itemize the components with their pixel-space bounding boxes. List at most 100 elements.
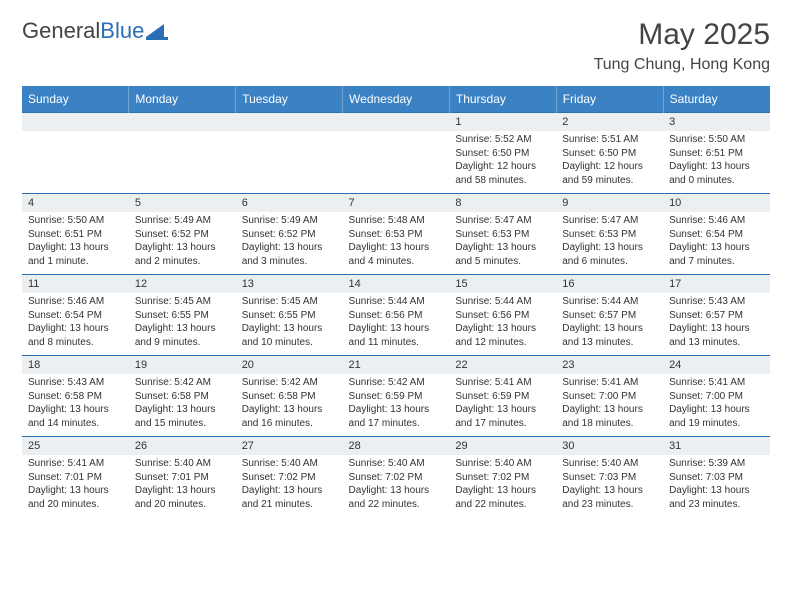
sunset-text: Sunset: 7:01 PM xyxy=(135,471,230,485)
day-detail: Sunrise: 5:42 AMSunset: 6:58 PMDaylight:… xyxy=(236,376,343,430)
daylight-text: Daylight: 13 hours and 22 minutes. xyxy=(455,484,550,511)
day-detail: Sunrise: 5:42 AMSunset: 6:59 PMDaylight:… xyxy=(343,376,450,430)
day-number xyxy=(22,113,129,131)
daylight-text: Daylight: 13 hours and 3 minutes. xyxy=(242,241,337,268)
header: GeneralBlue May 2025 Tung Chung, Hong Ko… xyxy=(22,18,770,74)
day-header: Tuesday xyxy=(236,86,343,113)
sunrise-text: Sunrise: 5:40 AM xyxy=(455,457,550,471)
day-header: Saturday xyxy=(663,86,770,113)
calendar-cell: 4Sunrise: 5:50 AMSunset: 6:51 PMDaylight… xyxy=(22,194,129,275)
day-detail: Sunrise: 5:45 AMSunset: 6:55 PMDaylight:… xyxy=(236,295,343,349)
sunrise-text: Sunrise: 5:43 AM xyxy=(28,376,123,390)
calendar-cell: 9Sunrise: 5:47 AMSunset: 6:53 PMDaylight… xyxy=(556,194,663,275)
calendar-cell xyxy=(129,113,236,194)
daylight-text: Daylight: 12 hours and 58 minutes. xyxy=(455,160,550,187)
day-number: 13 xyxy=(236,275,343,293)
daylight-text: Daylight: 13 hours and 13 minutes. xyxy=(669,322,764,349)
day-header: Thursday xyxy=(449,86,556,113)
sunset-text: Sunset: 6:51 PM xyxy=(669,147,764,161)
day-detail: Sunrise: 5:42 AMSunset: 6:58 PMDaylight:… xyxy=(129,376,236,430)
daylight-text: Daylight: 13 hours and 5 minutes. xyxy=(455,241,550,268)
daylight-text: Daylight: 13 hours and 14 minutes. xyxy=(28,403,123,430)
calendar-cell: 8Sunrise: 5:47 AMSunset: 6:53 PMDaylight… xyxy=(449,194,556,275)
day-number xyxy=(343,113,450,131)
month-title: May 2025 xyxy=(594,18,770,52)
sunset-text: Sunset: 6:58 PM xyxy=(135,390,230,404)
sunset-text: Sunset: 7:03 PM xyxy=(562,471,657,485)
calendar-table: SundayMondayTuesdayWednesdayThursdayFrid… xyxy=(22,86,770,517)
daylight-text: Daylight: 13 hours and 20 minutes. xyxy=(135,484,230,511)
calendar-cell: 1Sunrise: 5:52 AMSunset: 6:50 PMDaylight… xyxy=(449,113,556,194)
day-detail: Sunrise: 5:51 AMSunset: 6:50 PMDaylight:… xyxy=(556,133,663,187)
sunrise-text: Sunrise: 5:42 AM xyxy=(242,376,337,390)
calendar-cell: 20Sunrise: 5:42 AMSunset: 6:58 PMDayligh… xyxy=(236,356,343,437)
daylight-text: Daylight: 13 hours and 23 minutes. xyxy=(562,484,657,511)
day-number: 16 xyxy=(556,275,663,293)
sunrise-text: Sunrise: 5:45 AM xyxy=(135,295,230,309)
brand-part1: General xyxy=(22,18,100,44)
day-header: Sunday xyxy=(22,86,129,113)
day-number: 7 xyxy=(343,194,450,212)
day-number: 17 xyxy=(663,275,770,293)
sunrise-text: Sunrise: 5:48 AM xyxy=(349,214,444,228)
day-number: 8 xyxy=(449,194,556,212)
sunrise-text: Sunrise: 5:40 AM xyxy=(562,457,657,471)
daylight-text: Daylight: 13 hours and 13 minutes. xyxy=(562,322,657,349)
sunrise-text: Sunrise: 5:46 AM xyxy=(669,214,764,228)
sunrise-text: Sunrise: 5:49 AM xyxy=(135,214,230,228)
day-detail: Sunrise: 5:41 AMSunset: 7:00 PMDaylight:… xyxy=(663,376,770,430)
day-number xyxy=(129,113,236,131)
location: Tung Chung, Hong Kong xyxy=(594,56,770,74)
calendar-week: 11Sunrise: 5:46 AMSunset: 6:54 PMDayligh… xyxy=(22,275,770,356)
sunset-text: Sunset: 6:58 PM xyxy=(28,390,123,404)
sunrise-text: Sunrise: 5:47 AM xyxy=(455,214,550,228)
sunrise-text: Sunrise: 5:39 AM xyxy=(669,457,764,471)
day-number xyxy=(236,113,343,131)
sunrise-text: Sunrise: 5:41 AM xyxy=(455,376,550,390)
day-detail: Sunrise: 5:52 AMSunset: 6:50 PMDaylight:… xyxy=(449,133,556,187)
daylight-text: Daylight: 13 hours and 10 minutes. xyxy=(242,322,337,349)
calendar-cell: 29Sunrise: 5:40 AMSunset: 7:02 PMDayligh… xyxy=(449,437,556,518)
sunrise-text: Sunrise: 5:42 AM xyxy=(349,376,444,390)
day-number: 18 xyxy=(22,356,129,374)
calendar-week: 4Sunrise: 5:50 AMSunset: 6:51 PMDaylight… xyxy=(22,194,770,275)
sunrise-text: Sunrise: 5:46 AM xyxy=(28,295,123,309)
day-detail: Sunrise: 5:40 AMSunset: 7:03 PMDaylight:… xyxy=(556,457,663,511)
sunset-text: Sunset: 7:03 PM xyxy=(669,471,764,485)
day-number: 15 xyxy=(449,275,556,293)
day-header: Monday xyxy=(129,86,236,113)
daylight-text: Daylight: 12 hours and 59 minutes. xyxy=(562,160,657,187)
sunrise-text: Sunrise: 5:44 AM xyxy=(562,295,657,309)
day-detail: Sunrise: 5:50 AMSunset: 6:51 PMDaylight:… xyxy=(663,133,770,187)
day-number: 2 xyxy=(556,113,663,131)
calendar-cell: 6Sunrise: 5:49 AMSunset: 6:52 PMDaylight… xyxy=(236,194,343,275)
sunset-text: Sunset: 6:56 PM xyxy=(349,309,444,323)
sunrise-text: Sunrise: 5:41 AM xyxy=(562,376,657,390)
sunset-text: Sunset: 6:59 PM xyxy=(349,390,444,404)
daylight-text: Daylight: 13 hours and 2 minutes. xyxy=(135,241,230,268)
calendar-cell: 12Sunrise: 5:45 AMSunset: 6:55 PMDayligh… xyxy=(129,275,236,356)
day-number: 10 xyxy=(663,194,770,212)
daylight-text: Daylight: 13 hours and 8 minutes. xyxy=(28,322,123,349)
daylight-text: Daylight: 13 hours and 12 minutes. xyxy=(455,322,550,349)
sunrise-text: Sunrise: 5:44 AM xyxy=(349,295,444,309)
sunrise-text: Sunrise: 5:50 AM xyxy=(669,133,764,147)
day-number: 26 xyxy=(129,437,236,455)
day-detail: Sunrise: 5:40 AMSunset: 7:02 PMDaylight:… xyxy=(449,457,556,511)
daylight-text: Daylight: 13 hours and 0 minutes. xyxy=(669,160,764,187)
day-detail: Sunrise: 5:45 AMSunset: 6:55 PMDaylight:… xyxy=(129,295,236,349)
daylight-text: Daylight: 13 hours and 17 minutes. xyxy=(349,403,444,430)
title-block: May 2025 Tung Chung, Hong Kong xyxy=(594,18,770,74)
calendar-cell: 25Sunrise: 5:41 AMSunset: 7:01 PMDayligh… xyxy=(22,437,129,518)
sunset-text: Sunset: 7:01 PM xyxy=(28,471,123,485)
sunrise-text: Sunrise: 5:45 AM xyxy=(242,295,337,309)
sunset-text: Sunset: 6:56 PM xyxy=(455,309,550,323)
sunrise-text: Sunrise: 5:47 AM xyxy=(562,214,657,228)
day-number: 14 xyxy=(343,275,450,293)
calendar-cell: 28Sunrise: 5:40 AMSunset: 7:02 PMDayligh… xyxy=(343,437,450,518)
day-detail: Sunrise: 5:50 AMSunset: 6:51 PMDaylight:… xyxy=(22,214,129,268)
calendar-cell xyxy=(343,113,450,194)
calendar-cell: 15Sunrise: 5:44 AMSunset: 6:56 PMDayligh… xyxy=(449,275,556,356)
day-detail: Sunrise: 5:41 AMSunset: 6:59 PMDaylight:… xyxy=(449,376,556,430)
sunrise-text: Sunrise: 5:51 AM xyxy=(562,133,657,147)
